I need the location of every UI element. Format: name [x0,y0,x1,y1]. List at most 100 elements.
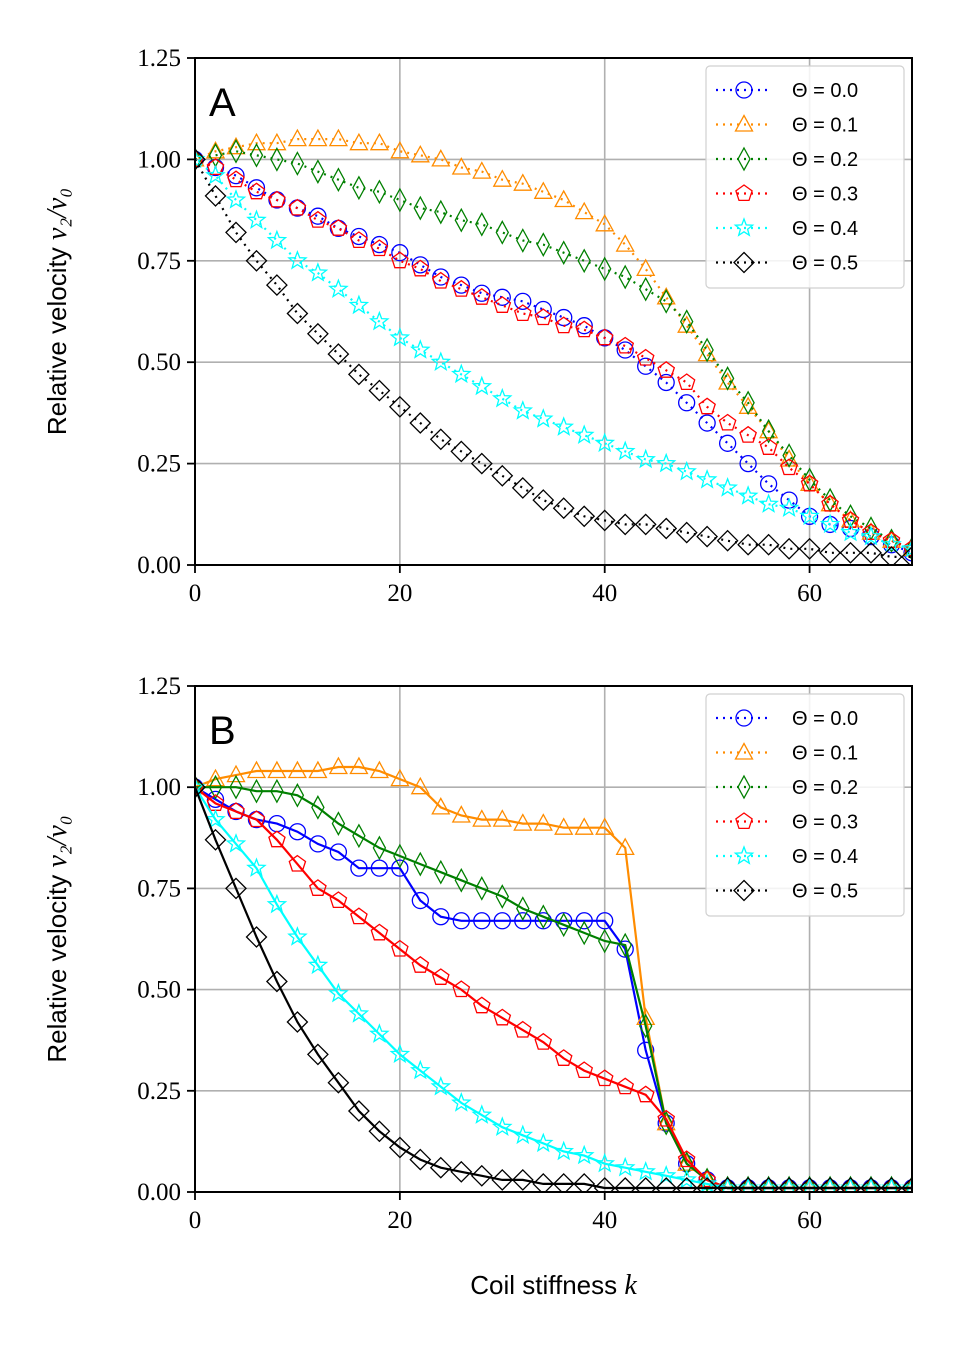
panel-b-data-point [573,1172,596,1192]
panel-b-data-point [434,859,448,885]
panel-a-data-point [903,544,912,562]
panel-b-data-point [227,802,245,820]
panel-b-data-point [350,907,368,925]
panel-a-data-point [839,541,862,564]
panel-b-legend-marker [735,812,753,830]
panel-b-legend: Θ = 0.0 Θ = 0.1 Θ = 0.2 Θ = 0.3 Θ = 0.4 Θ = 0… [705,693,905,917]
panel-a-data-point [307,262,329,282]
panel-b-ytick-label: 0.25 [137,1078,181,1105]
panel-b-data-point [577,920,591,946]
panel-a-data-point [472,161,492,179]
panel-b-data-point [247,810,266,828]
panel-a-legend-marker [733,251,755,274]
panel-b-data-point [801,1177,818,1192]
panel-b-data-point [286,1011,309,1033]
panel-b-data-point [495,884,510,909]
panel-a-data-point [657,360,676,378]
panel-b-data-point [760,1177,777,1192]
panel-b-data-point [206,790,225,808]
panel-a-data-point [195,149,205,167]
panel-a-data-point [247,179,266,197]
panel-a-data-point [884,528,899,554]
panel-b-legend-label: Θ = 0.0 [792,708,858,730]
panel-b-data-point [290,782,305,808]
panel-a-data-point [492,169,512,187]
panel-a-data-point [472,287,491,305]
panel-b-data-point [370,923,389,941]
panel-a-series-line [195,158,912,550]
panel-b-data-point [904,1177,912,1192]
panel-b-data-point [268,830,286,848]
panel-b-data-point [309,879,327,896]
panel-b-data-point [431,968,450,985]
panel-b-data-point [905,1175,912,1192]
panel-a-data-point [618,264,632,290]
panel-a-data-point [391,251,409,269]
panel-a-data-point [454,207,469,233]
panel-b-data-point [328,982,349,1003]
panel-a-xtick-label: 20 [387,580,412,607]
panel-a-data-point [841,511,860,528]
panel-b-data-point [534,1032,553,1050]
panel-b-legend-label: Θ = 0.1 [792,743,858,765]
panel-a-legend-entry: Θ = 0.2 [716,146,858,172]
panel-a-data-point [759,475,778,493]
panel-a-data-point [676,460,697,481]
panel-a-legend: Θ = 0.0 Θ = 0.1 Θ = 0.2 Θ = 0.3 Θ = 0.4 Θ = 0… [705,65,905,289]
panel-b-data-point [429,1156,452,1179]
panel-b-data-point [516,896,530,921]
panel-b-data-point [554,817,574,835]
panel-b-data-point [450,1160,473,1183]
panel-a-data-point [679,309,694,334]
panel-b-data-point [348,1003,370,1023]
panel-a-data-point [328,128,348,147]
panel-a-data-point [265,274,288,297]
panel-a-label: A [209,81,236,125]
panel-a-data-point [245,249,268,272]
panel-a-data-point [614,513,637,536]
panel-b-data-point [757,1177,780,1192]
panel-b-data-point [472,809,492,827]
panel-a-ylabel: Relative velocity v₂/v₀ [42,188,73,435]
panel-a-data-point [429,428,452,451]
panel-b-data-point [638,1013,653,1039]
panel-a-data-point [495,220,510,245]
panel-b-data-point [245,926,268,948]
panel-a-legend-label: Θ = 0.1 [792,115,858,137]
panel-b-data-point [432,908,450,926]
panel-a-legend-marker [735,184,753,202]
panel-a-data-point [350,227,368,246]
panel-a-plot-area [195,128,912,565]
panel-a-data-point [287,128,307,147]
panel-a-legend-label: Θ = 0.5 [792,253,858,275]
panel-b-data-point [575,1061,594,1079]
panel-a-data-point [206,158,225,176]
panel-b-data-point [716,1177,739,1192]
panel-a-data-point [880,545,903,565]
panel-b-data-point [306,1043,329,1066]
panel-a-data-point [757,533,780,556]
panel-a-data-point [493,296,512,313]
panel-a-data-point [532,408,554,428]
panel-a-data-point [411,259,430,277]
panel-a-data-point [247,182,266,200]
panel-a-xtick-label: 40 [592,580,617,607]
panel-b-data-point [431,797,451,815]
panel-b-data-point [309,835,327,853]
panel-b-data-point [204,828,227,851]
panel-a-data-point [410,339,431,359]
panel-a-data-point [388,395,411,418]
panel-b-ytick-label: 0.00 [137,1179,181,1206]
panel-a-data-point [286,302,309,325]
panel-b-data-point [778,1177,801,1192]
panel-b-data-point [676,1169,697,1189]
panel-b-ytick-label: 0.75 [137,875,181,902]
panel-a-legend-marker [735,81,753,99]
panel-a-data-point [411,256,429,274]
panel-b-legend-label: Θ = 0.5 [792,881,858,903]
panel-b-data-point [677,1150,696,1168]
panel-a-data-point [409,412,432,434]
panel-b-data-point [554,1049,573,1066]
panel-a-data-point [718,413,737,431]
panel-b-data-point [782,1175,796,1192]
